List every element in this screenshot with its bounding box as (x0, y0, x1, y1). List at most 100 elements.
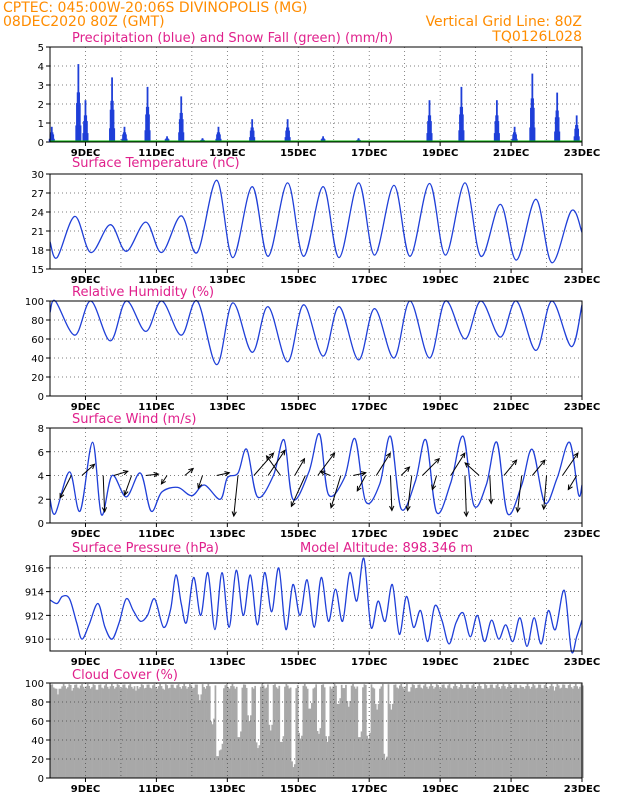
cloud-bar (174, 688, 177, 778)
cloud-bar (337, 703, 340, 778)
cloud-bar (455, 685, 458, 778)
cloud-bar (119, 688, 122, 778)
precip-xtick-label: 11DEC (138, 148, 174, 159)
cloud-bar (176, 685, 178, 778)
cloud-bar (407, 691, 410, 778)
wind-arrow-shaft (124, 475, 133, 496)
cloud-bar (58, 688, 61, 778)
cloud-bar (513, 684, 516, 778)
cloud-bar (146, 684, 149, 778)
cloud-bar (410, 687, 413, 778)
wind-arrow-shaft (464, 475, 467, 517)
rh-ytick-label: 100 (25, 297, 44, 308)
cloud-bar (427, 688, 430, 778)
wind-arrow-shaft (400, 466, 410, 476)
wind-arrow-shaft (389, 475, 393, 511)
wind-arrow-head (89, 463, 96, 470)
precip-bar (53, 138, 55, 142)
cloud-bar (552, 686, 554, 778)
cloud-bar (345, 684, 347, 778)
precip-bar (252, 130, 255, 142)
rh-ytick-label: 60 (31, 335, 44, 346)
cloud-bar (363, 684, 366, 778)
cloud-bar (145, 687, 147, 778)
cloud-bar (267, 684, 269, 778)
cloud-bar (526, 683, 529, 778)
cloud-bar (265, 687, 268, 778)
cloud-bar (391, 703, 394, 778)
precip-xtick-label: 19DEC (422, 148, 458, 159)
temp-xtick-label: 13DEC (209, 275, 245, 286)
wind-arrow-head (268, 452, 275, 459)
pres-subtitle: Model Altitude: 898.346 m (300, 541, 473, 556)
wind-arrow-shaft (489, 475, 492, 504)
cloud-bar (356, 686, 359, 778)
cloud-bar (533, 685, 536, 778)
cloud-bar (380, 686, 383, 778)
cloud-bar (81, 684, 83, 778)
cloud-bar (62, 683, 65, 778)
cloud-bar (420, 687, 422, 778)
wind-arrow (503, 459, 518, 476)
cloud-bar (111, 683, 113, 778)
pres-xtick-label: 9DEC (71, 657, 100, 668)
cloud-bar (444, 687, 447, 778)
wind-arrow (389, 475, 395, 512)
wind-arrow (463, 475, 469, 518)
cloud-bar (451, 688, 454, 778)
cloud-bar (370, 684, 373, 778)
cloud-bar (166, 685, 169, 778)
cloud-bar (452, 686, 455, 778)
cloud-bar (582, 685, 584, 778)
cloud-bar (386, 756, 388, 778)
cloud-bar (65, 688, 68, 778)
cloud-bar (431, 685, 434, 778)
cloud-bar (210, 721, 213, 778)
wind-arrow-head (122, 470, 129, 476)
cloud-xtick-label: 21DEC (493, 784, 529, 795)
cloud-bar (276, 688, 279, 778)
cloud-bar (160, 686, 163, 778)
cloud-bar (468, 687, 471, 778)
wind-arrow (294, 457, 306, 476)
cloud-bar (203, 687, 205, 778)
cloud-bar (162, 688, 164, 778)
cloud-bar (543, 685, 546, 778)
cloud-bar (435, 684, 438, 778)
cloud-bar (74, 684, 76, 778)
cloud-bar (282, 736, 285, 778)
cloud-bar (471, 685, 474, 778)
cloud-bar (379, 688, 381, 778)
cloud-bar (177, 684, 180, 778)
cloud-bar (404, 686, 407, 778)
cloud-bar (156, 688, 159, 778)
wind-xtick-label: 19DEC (422, 529, 458, 540)
wind-arrow-head (160, 478, 166, 485)
cloud-bar (116, 684, 119, 778)
cloud-bar (190, 685, 193, 778)
cloud-bar (482, 688, 485, 778)
wind-arrow-head (231, 511, 237, 518)
cloud-bar (118, 685, 120, 778)
cloud-bar (288, 688, 291, 778)
wind-arrow-shaft (450, 452, 466, 476)
cloud-bar (286, 685, 289, 778)
precip-bar (218, 134, 221, 142)
cloud-bar (218, 750, 221, 778)
header-model-code: TQ0126L028 (491, 29, 582, 45)
precip-bar (515, 134, 517, 142)
cloud-bar (398, 685, 401, 778)
cloud-bar (244, 684, 247, 778)
cloud-bar (79, 685, 82, 778)
precip-bar (577, 128, 579, 142)
cloud-bar (233, 686, 235, 778)
cloud-bar (540, 687, 543, 778)
cloud-bar (106, 686, 109, 778)
cloud-bar (538, 684, 540, 778)
cloud-bar (68, 684, 71, 778)
cloud-bar (509, 685, 512, 778)
wind-arrow (431, 475, 438, 491)
cloud-bar (88, 685, 91, 778)
cloud-ytick-label: 60 (31, 717, 44, 728)
cloud-bar (275, 687, 278, 778)
